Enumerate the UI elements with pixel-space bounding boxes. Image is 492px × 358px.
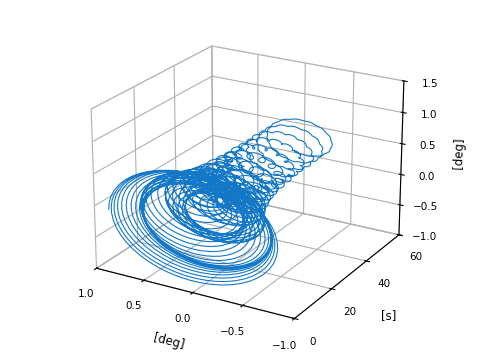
Y-axis label: [s]: [s] [381, 309, 397, 321]
X-axis label: [deg]: [deg] [152, 332, 185, 352]
